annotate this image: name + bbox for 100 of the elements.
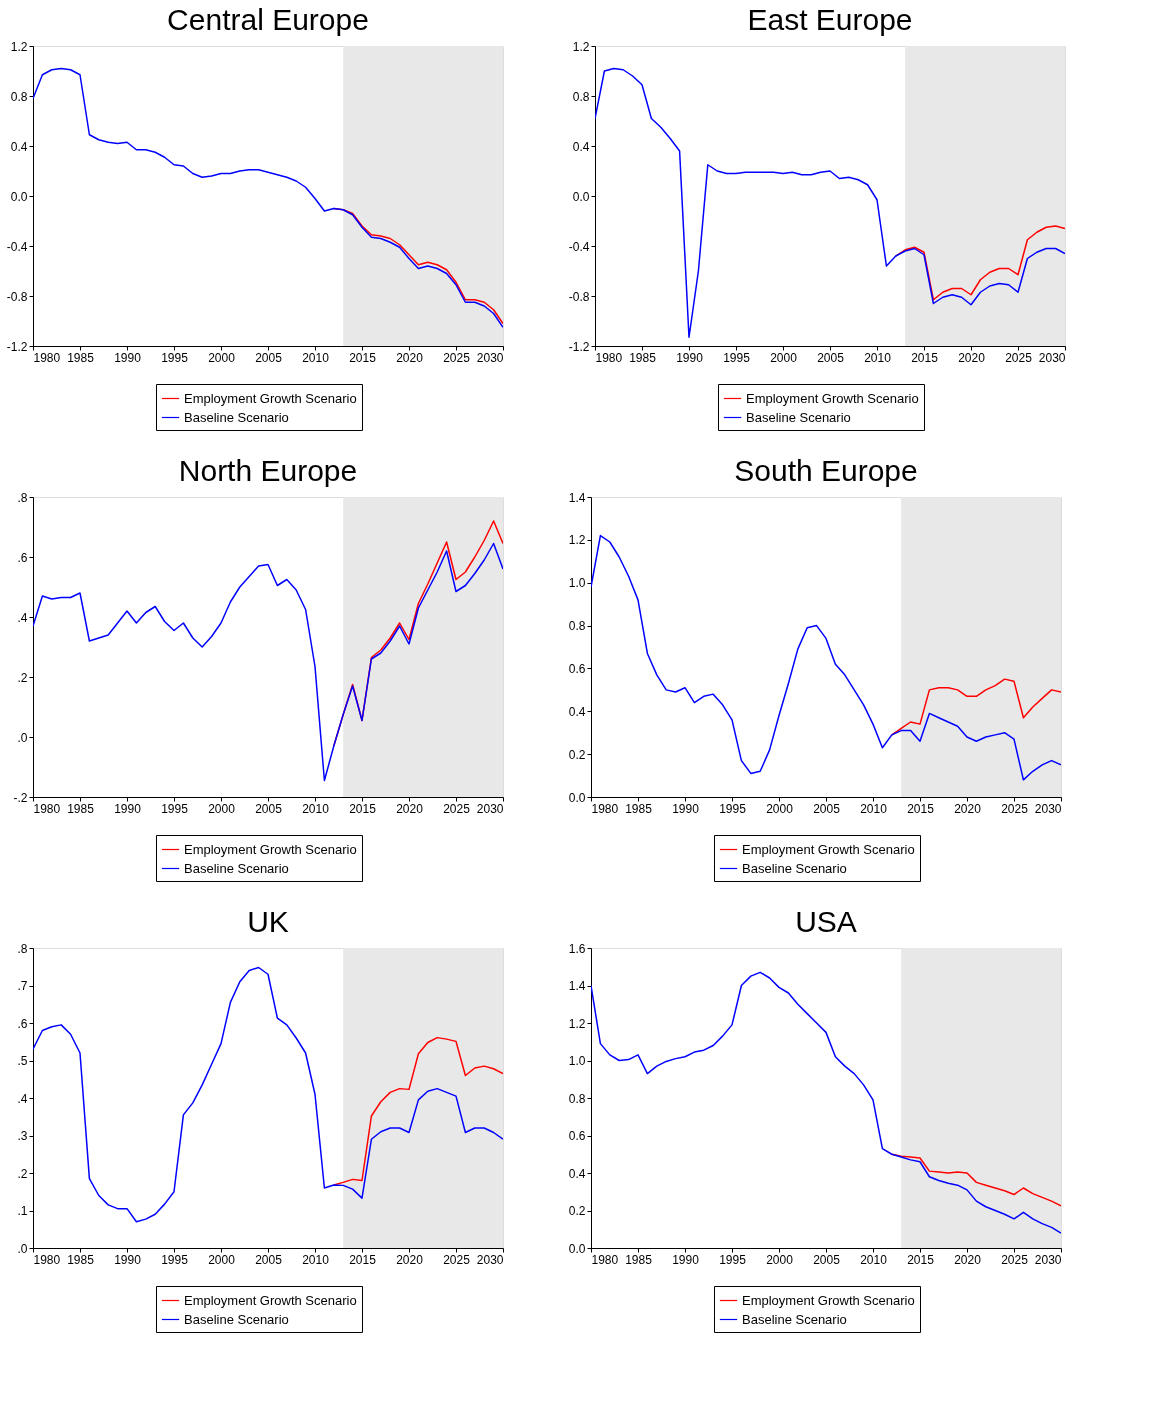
x-tick-label: 1995 bbox=[723, 350, 751, 365]
legend-label: Employment Growth Scenario bbox=[184, 390, 357, 406]
legend-label: Employment Growth Scenario bbox=[742, 1292, 915, 1308]
x-tick-label: 1985 bbox=[629, 350, 657, 365]
x-tick-label: 1985 bbox=[67, 350, 95, 365]
line-series bbox=[891, 678, 1061, 736]
x-tick-label: 2000 bbox=[770, 350, 798, 365]
x-tick-label: 1980 bbox=[33, 350, 61, 365]
x-tick-label: 2010 bbox=[302, 350, 330, 365]
y-tick-label: .7 bbox=[17, 979, 28, 993]
x-tick-label: 1995 bbox=[161, 1252, 189, 1267]
x-tick-label: 2000 bbox=[766, 1252, 794, 1267]
x-tick-label: 1985 bbox=[625, 1252, 653, 1267]
y-tick-label: 1.2 bbox=[572, 39, 590, 54]
y-tick-label: .6 bbox=[17, 1016, 28, 1031]
legend-label: Baseline Scenario bbox=[184, 860, 289, 876]
x-tick-label: 2015 bbox=[911, 350, 939, 365]
x-tick-label: 2010 bbox=[302, 1252, 330, 1267]
x-tick-label: 1980 bbox=[591, 801, 619, 816]
x-tick-label: 1990 bbox=[672, 801, 700, 816]
legend-label: Baseline Scenario bbox=[746, 409, 851, 425]
y-tick-label: 1.2 bbox=[568, 533, 586, 548]
y-tick-label: 0.4 bbox=[572, 139, 590, 154]
x-tick-label: 2020 bbox=[958, 350, 986, 365]
x-tick-label: 2010 bbox=[302, 801, 330, 816]
y-tick-label: .0 bbox=[17, 730, 28, 745]
x-tick-label: 2015 bbox=[349, 801, 377, 816]
line-series bbox=[895, 225, 1065, 301]
chart-title: East Europe bbox=[747, 3, 913, 36]
y-tick-label: 1.2 bbox=[10, 39, 28, 54]
y-tick-label: 0.0 bbox=[572, 189, 590, 204]
x-tick-label: 2030 bbox=[1038, 350, 1066, 365]
line-series bbox=[33, 67, 503, 328]
x-tick-label: 2010 bbox=[860, 1252, 888, 1267]
line-series bbox=[595, 67, 1065, 338]
x-tick-label: 1980 bbox=[33, 801, 61, 816]
y-tick-label: .8 bbox=[17, 490, 28, 505]
x-tick-label: 2025 bbox=[1001, 801, 1029, 816]
x-tick-label: 2005 bbox=[255, 1252, 283, 1267]
y-tick-label: .1 bbox=[17, 1204, 28, 1218]
y-tick-label: -0.8 bbox=[568, 289, 590, 304]
x-tick-label: 2020 bbox=[396, 350, 424, 365]
x-tick-label: 2030 bbox=[476, 350, 504, 365]
x-tick-label: 1995 bbox=[719, 1252, 747, 1267]
x-tick-label: 1990 bbox=[114, 350, 142, 365]
y-tick-label: 1.4 bbox=[568, 490, 586, 505]
x-tick-label: 2000 bbox=[208, 350, 236, 365]
y-tick-label: 1.2 bbox=[568, 1016, 586, 1031]
y-tick-label: .2 bbox=[17, 670, 28, 685]
y-tick-label: 0.4 bbox=[568, 704, 586, 719]
chart-title: UK bbox=[247, 905, 289, 938]
y-tick-label: 0.8 bbox=[568, 1091, 586, 1106]
line-series bbox=[591, 971, 1061, 1234]
x-tick-label: 1990 bbox=[114, 1252, 142, 1267]
y-tick-label: .2 bbox=[17, 1166, 28, 1181]
x-tick-label: 1985 bbox=[625, 801, 653, 816]
y-tick-label: 0.6 bbox=[568, 1129, 586, 1143]
x-tick-label: 2025 bbox=[443, 1252, 471, 1267]
x-tick-label: 2020 bbox=[396, 1252, 424, 1267]
y-tick-label: -1.2 bbox=[568, 339, 590, 354]
y-tick-label: 0.8 bbox=[572, 89, 590, 104]
line-series bbox=[333, 1036, 503, 1186]
x-tick-label: 2005 bbox=[813, 801, 841, 816]
x-tick-label: 2015 bbox=[349, 350, 377, 365]
y-tick-label: 0.2 bbox=[568, 1204, 586, 1218]
x-tick-label: 1995 bbox=[161, 350, 189, 365]
y-tick-label: 1.0 bbox=[568, 576, 586, 591]
y-tick-label: 0.4 bbox=[10, 139, 28, 154]
legend-label: Baseline Scenario bbox=[742, 1311, 847, 1327]
x-tick-label: 2025 bbox=[1001, 1252, 1029, 1267]
y-tick-label: 0.6 bbox=[568, 661, 586, 676]
x-tick-label: 1995 bbox=[719, 801, 747, 816]
y-tick-label: -1.2 bbox=[6, 339, 28, 354]
y-tick-label: 0.4 bbox=[568, 1166, 586, 1181]
x-tick-label: 2000 bbox=[208, 801, 236, 816]
y-tick-label: -0.4 bbox=[568, 239, 590, 254]
x-tick-label: 1995 bbox=[161, 801, 189, 816]
y-tick-label: 1.0 bbox=[568, 1054, 586, 1068]
x-tick-label: 2020 bbox=[954, 1252, 982, 1267]
y-tick-label: 0.8 bbox=[10, 89, 28, 104]
chart-title: Central Europe bbox=[167, 3, 369, 36]
y-tick-label: 0.0 bbox=[568, 1241, 586, 1256]
y-tick-label: .8 bbox=[17, 941, 28, 956]
y-tick-label: .6 bbox=[17, 550, 28, 565]
x-tick-label: 1990 bbox=[672, 1252, 700, 1267]
x-tick-label: 2000 bbox=[208, 1252, 236, 1267]
x-tick-label: 2025 bbox=[443, 801, 471, 816]
x-tick-label: 2015 bbox=[907, 1252, 935, 1267]
x-tick-label: 2020 bbox=[396, 801, 424, 816]
x-tick-label: 2005 bbox=[813, 1252, 841, 1267]
x-tick-label: 1990 bbox=[676, 350, 704, 365]
x-tick-label: 1980 bbox=[33, 1252, 61, 1267]
legend-label: Employment Growth Scenario bbox=[742, 841, 915, 857]
y-tick-label: .4 bbox=[17, 1091, 28, 1106]
chart-title: USA bbox=[795, 905, 857, 938]
x-tick-label: 2030 bbox=[476, 801, 504, 816]
y-tick-label: 0.2 bbox=[568, 747, 586, 762]
x-tick-label: 2015 bbox=[349, 1252, 377, 1267]
legend-label: Baseline Scenario bbox=[742, 860, 847, 876]
y-tick-label: .4 bbox=[17, 610, 28, 625]
